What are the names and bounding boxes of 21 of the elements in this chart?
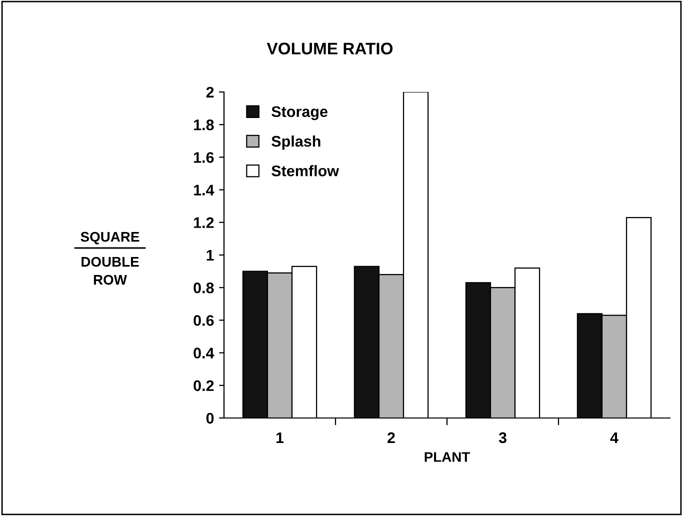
x-tick-label: 3 <box>498 432 506 444</box>
x-tick-label: 1 <box>276 432 284 443</box>
y-axis-title: SQUARE DOUBLE ROW <box>80 232 140 285</box>
y-tick-label: 0.6 <box>194 315 214 326</box>
y-tick-label: 1 <box>206 250 214 261</box>
y-tick-label: 2 <box>206 86 214 98</box>
y-tick-label: 1.8 <box>194 119 214 130</box>
legend-label: Storage <box>272 106 328 120</box>
x-tick-label: 2 <box>388 432 395 443</box>
y-tick-label: 0.8 <box>194 282 214 294</box>
y-tick-label: 0 <box>206 412 214 424</box>
chart-title: VOLUME RATIO <box>266 42 393 54</box>
legend-label: Stemflow <box>272 165 340 176</box>
y-tick-label: 0.2 <box>194 380 214 392</box>
y-tick-label: 1.2 <box>194 217 214 228</box>
legend-label: Splash <box>272 136 320 150</box>
x-tick-label: 4 <box>610 432 618 443</box>
x-axis-title: PLANT <box>424 452 470 462</box>
y-tick-label: 1.6 <box>194 152 214 163</box>
y-tick-label: 0.4 <box>194 348 214 358</box>
y-tick-label: 1.4 <box>194 184 214 196</box>
